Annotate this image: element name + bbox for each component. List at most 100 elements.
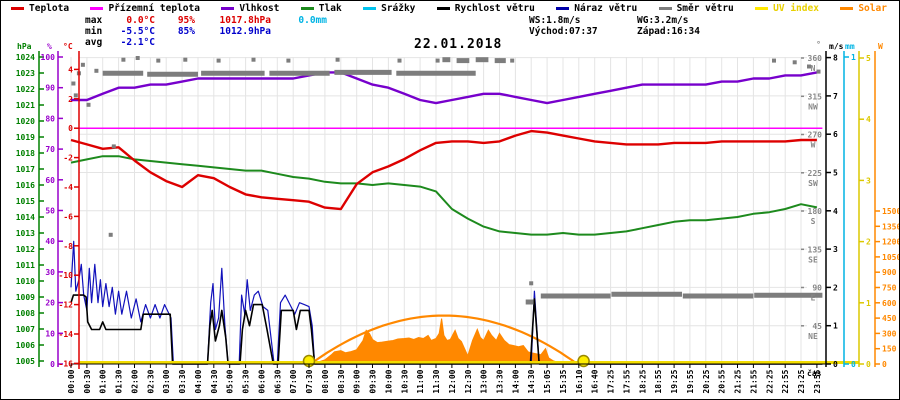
svg-text:03:30: 03:30: [178, 369, 187, 393]
svg-text:1007: 1007: [16, 325, 35, 334]
svg-text:21:55: 21:55: [749, 369, 758, 393]
svg-text:22:25: 22:25: [765, 369, 774, 393]
svg-text:20:55: 20:55: [718, 369, 727, 393]
svg-text:1200: 1200: [882, 238, 899, 247]
svg-text:06:30: 06:30: [273, 369, 282, 393]
solar-area: [310, 318, 567, 365]
svg-text:17:25: 17:25: [607, 369, 616, 393]
legend-item-ground-temperature: Přízemní teplota: [90, 3, 200, 14]
svg-text:0: 0: [851, 360, 856, 369]
svg-text:1010: 1010: [16, 277, 35, 286]
svg-text:45: 45: [812, 322, 822, 331]
svg-text:W: W: [878, 42, 883, 51]
legend-swatch-solar: [840, 7, 854, 10]
chart-date-title: 22.01.2018: [414, 37, 503, 52]
svg-text:E: E: [811, 294, 816, 303]
svg-text:1023: 1023: [16, 69, 35, 78]
svg-text:1: 1: [833, 322, 838, 331]
svg-text:0: 0: [68, 124, 73, 133]
svg-text:NE: NE: [808, 332, 818, 341]
svg-text:1005: 1005: [16, 357, 35, 366]
svg-text:1012: 1012: [16, 245, 35, 254]
svg-text:1024: 1024: [16, 53, 35, 62]
svg-text:°: °: [816, 40, 821, 49]
sunset-marker: [577, 354, 590, 368]
svg-text:09:00: 09:00: [353, 369, 362, 393]
wind-direction-markers: [71, 56, 823, 305]
legend-item-temperature: Teplota: [11, 3, 69, 14]
svg-text:100: 100: [41, 53, 56, 62]
svg-text:-10: -10: [59, 271, 74, 280]
svg-text:1019: 1019: [16, 133, 35, 142]
svg-text:10:00: 10:00: [384, 369, 393, 393]
legend-item-uv-index: UV index: [755, 3, 819, 14]
stats-max-rain: 0.0mm: [298, 15, 327, 26]
svg-text:180: 180: [808, 207, 823, 216]
svg-text:05:00: 05:00: [226, 369, 235, 393]
legend-label-solar: Solar: [858, 3, 887, 14]
svg-text:23:25: 23:25: [797, 369, 806, 393]
svg-text:300: 300: [882, 329, 897, 338]
svg-text:%: %: [47, 42, 52, 51]
legend-swatch-rain: [363, 7, 377, 10]
legend-swatch-uv-index: [755, 7, 769, 10]
svg-text:50: 50: [45, 207, 55, 216]
svg-text:00:30: 00:30: [83, 369, 92, 393]
svg-text:60: 60: [45, 176, 55, 185]
svg-text:0: 0: [50, 360, 55, 369]
svg-text:15:35: 15:35: [559, 369, 568, 393]
stats-min-label: min: [85, 26, 103, 37]
svg-text:SW: SW: [808, 179, 818, 188]
legend-item-pressure: Tlak: [300, 3, 342, 14]
svg-text:1013: 1013: [16, 229, 35, 238]
svg-text:1050: 1050: [882, 253, 899, 262]
svg-text:3: 3: [833, 245, 838, 254]
legend-item-wind-speed: Rychlost větru: [436, 3, 535, 14]
svg-text:12:00: 12:00: [448, 369, 457, 393]
svg-text:13:30: 13:30: [496, 369, 505, 393]
svg-text:1008: 1008: [16, 309, 35, 318]
svg-text:SE: SE: [808, 255, 818, 264]
svg-text:4: 4: [833, 207, 838, 216]
legend-label-pressure: Tlak: [318, 3, 342, 14]
svg-text:1006: 1006: [16, 341, 35, 350]
svg-text:8: 8: [833, 54, 838, 63]
legend-label-humidity: Vlhkost: [239, 3, 280, 14]
svg-text:135: 135: [808, 245, 823, 254]
svg-text:16:10: 16:10: [575, 369, 584, 393]
svg-text:02:30: 02:30: [146, 369, 155, 393]
legend-swatch-wind-speed: [436, 7, 450, 10]
svg-text:2: 2: [866, 238, 871, 247]
stats-min-pressure: 1012.9hPa: [219, 26, 271, 37]
svg-text:1011: 1011: [16, 261, 35, 270]
svg-text:09:30: 09:30: [369, 369, 378, 393]
svg-text:11:30: 11:30: [432, 369, 441, 393]
legend-item-wind-gust: Náraz větru: [556, 3, 637, 14]
svg-text:4: 4: [866, 115, 871, 124]
stats-min-humidity: 85%: [177, 26, 195, 37]
svg-text:15:05: 15:05: [543, 369, 552, 393]
legend-item-wind-direction: Směr větru: [658, 3, 734, 14]
svg-text:70: 70: [45, 145, 55, 154]
svg-text:01:00: 01:00: [99, 369, 108, 393]
svg-text:1017: 1017: [16, 165, 35, 174]
svg-text:N: N: [811, 64, 816, 73]
wind-speed-stat: WS:1.8m/s: [529, 15, 581, 26]
svg-text:07:00: 07:00: [289, 369, 298, 393]
svg-text:18:55: 18:55: [654, 369, 663, 393]
pressure-line: [70, 155, 818, 236]
legend-label-rain: Srážky: [381, 3, 416, 14]
sunset-time: Západ:16:34: [637, 26, 700, 37]
svg-text:08:00: 08:00: [321, 369, 330, 393]
svg-text:19:25: 19:25: [670, 369, 679, 393]
svg-text:450: 450: [882, 314, 897, 323]
stats-max-pressure: 1017.8hPa: [219, 15, 271, 26]
svg-text:600: 600: [882, 299, 897, 308]
svg-text:2: 2: [833, 283, 838, 292]
legend-item-solar: Solar: [840, 3, 887, 14]
stats-avg-temp: -2.1°C: [120, 37, 155, 48]
svg-text:°C: °C: [63, 42, 73, 51]
svg-text:01:30: 01:30: [115, 369, 124, 393]
svg-text:7: 7: [833, 92, 838, 101]
svg-text:-4: -4: [63, 183, 73, 192]
